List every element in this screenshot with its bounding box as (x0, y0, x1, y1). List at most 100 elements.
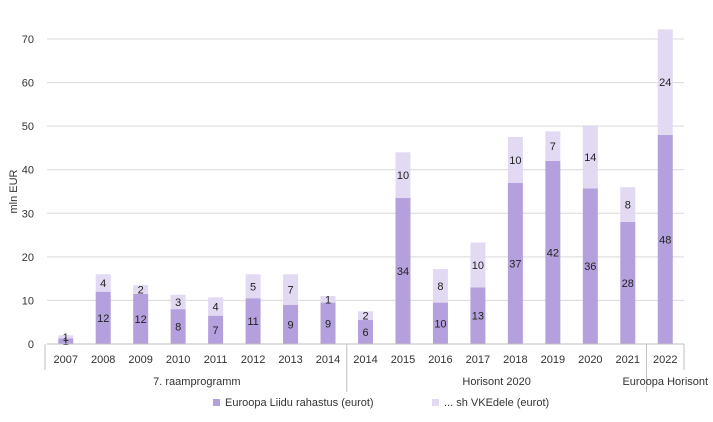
y-tick-label: 20 (22, 252, 34, 264)
data-label-eu-funding: 9 (325, 318, 331, 330)
x-tick-label: 2008 (91, 354, 115, 366)
bar-segment-sme (95, 274, 111, 292)
data-label-eu-funding: 36 (584, 261, 596, 273)
bar-segment-sme (395, 152, 411, 199)
data-label-sme: 24 (659, 77, 671, 89)
group-label: Horisont 2020 (462, 376, 531, 388)
bar-segment-sme (170, 294, 186, 310)
y-axis-title: mln EUR (8, 169, 20, 213)
data-label-sme: 10 (509, 155, 521, 167)
bar-segment-sme (58, 335, 74, 339)
data-label-sme: 2 (362, 311, 368, 323)
data-label-sme: 7 (550, 141, 556, 153)
x-tick-label: 2018 (503, 354, 527, 366)
bar-segment-sme (545, 131, 561, 161)
data-label-eu-funding: 6 (362, 327, 368, 339)
data-label-eu-funding: 11 (247, 316, 258, 328)
bar-segment-eu-funding (545, 161, 561, 344)
data-label-eu-funding: 28 (622, 278, 634, 290)
data-label-eu-funding: 12 (135, 314, 147, 326)
y-tick-label: 10 (22, 295, 34, 307)
bar-segment-eu-funding (58, 338, 74, 344)
data-label-eu-funding: 48 (659, 234, 671, 246)
data-label-eu-funding: 13 (472, 311, 484, 323)
group-label: 7. raamprogramm (153, 376, 240, 388)
bar-segment-sme (582, 125, 598, 189)
data-label-eu-funding: 9 (287, 319, 293, 331)
data-label-sme: 4 (100, 278, 106, 290)
data-label-eu-funding: 42 (547, 248, 559, 260)
y-tick-label: 50 (22, 121, 34, 133)
bar-segment-sme (283, 274, 299, 305)
bar-segment-sme (320, 296, 336, 303)
bar-segment-eu-funding (507, 182, 523, 344)
data-label-eu-funding: 37 (509, 258, 521, 270)
bar-segment-eu-funding (170, 309, 186, 344)
legend: Euroopa Liidu rahastus (eurot) ... sh VKE… (213, 397, 549, 409)
data-label-eu-funding: 7 (213, 325, 219, 337)
bar-segment-eu-funding (470, 287, 486, 344)
x-tick-label: 2014 (353, 354, 377, 366)
y-axis-tick-labels: 0 10 20 30 40 50 60 70 (22, 34, 34, 351)
bar-segment-sme (133, 285, 149, 294)
group-label: Euroopa Horisont (622, 376, 708, 388)
x-tick-label: 2010 (166, 354, 190, 366)
x-tick-label: 2012 (241, 354, 265, 366)
y-tick-label: 40 (22, 165, 34, 177)
bar-segment-sme (507, 137, 523, 183)
data-label-sme: 8 (625, 200, 631, 212)
bar-segment-eu-funding (657, 134, 673, 344)
data-label-eu-funding: 8 (175, 322, 181, 334)
bar-segment-eu-funding (245, 298, 261, 344)
bar-segment-eu-funding (582, 188, 598, 344)
data-label-sme: 8 (437, 281, 443, 293)
x-tick-label: 2014 (316, 354, 340, 366)
data-label-sme: 3 (175, 297, 181, 309)
data-label-sme: 14 (584, 152, 596, 164)
data-label-eu-funding: 34 (397, 266, 409, 278)
x-tick-label: 2019 (541, 354, 565, 366)
x-tick-label: 2007 (53, 354, 77, 366)
bar-segment-eu-funding (620, 222, 636, 344)
data-label-sme: 10 (472, 260, 484, 272)
x-axis: 2007 2008 2009 2010 2011 2012 2013 2014 2014 2015… (44, 343, 708, 392)
legend-entry: ... sh VKEdele (eurot) (444, 397, 549, 409)
x-tick-label: 2009 (128, 354, 152, 366)
x-tick-label: 2016 (428, 354, 452, 366)
x-tick-label: 2011 (204, 354, 228, 366)
bar-segment-eu-funding (208, 315, 224, 344)
bar-segment-sme (620, 187, 636, 222)
bar-segment-eu-funding (432, 302, 448, 344)
bar-segment-eu-funding (95, 291, 111, 344)
bar-segment-sme (432, 269, 448, 303)
data-label-eu-funding: 12 (97, 313, 109, 325)
bar-segment-sme (358, 311, 373, 321)
data-label-sme: 4 (213, 302, 219, 314)
x-tick-label: 2021 (616, 354, 640, 366)
bar-segment-sme (470, 242, 486, 288)
data-label-eu-funding: 10 (434, 318, 446, 330)
legend-swatch (432, 399, 439, 406)
data-label-sme: 1 (63, 332, 69, 344)
x-tick-label: 2022 (653, 354, 677, 366)
data-label-sme: 7 (287, 285, 293, 297)
x-tick-label: 2013 (278, 354, 302, 366)
bar-segment-sme (245, 274, 261, 299)
bar-segment-eu-funding (283, 304, 299, 344)
bars (58, 29, 673, 344)
y-tick-label: 70 (22, 34, 34, 46)
y-tick-label: 0 (28, 339, 34, 351)
bar-segment-eu-funding (395, 198, 411, 344)
gridlines (47, 38, 684, 301)
bar-segment-sme (657, 29, 673, 135)
data-label-sme: 2 (138, 285, 144, 297)
data-label-sme: 5 (250, 281, 256, 293)
bar-segment-sme (208, 297, 224, 316)
x-tick-label: 2017 (466, 354, 490, 366)
data-label-sme: 1 (325, 294, 331, 306)
data-label-eu-funding: 1 (63, 336, 69, 348)
data-label-sme: 10 (397, 170, 409, 182)
bar-segment-eu-funding (133, 293, 149, 344)
